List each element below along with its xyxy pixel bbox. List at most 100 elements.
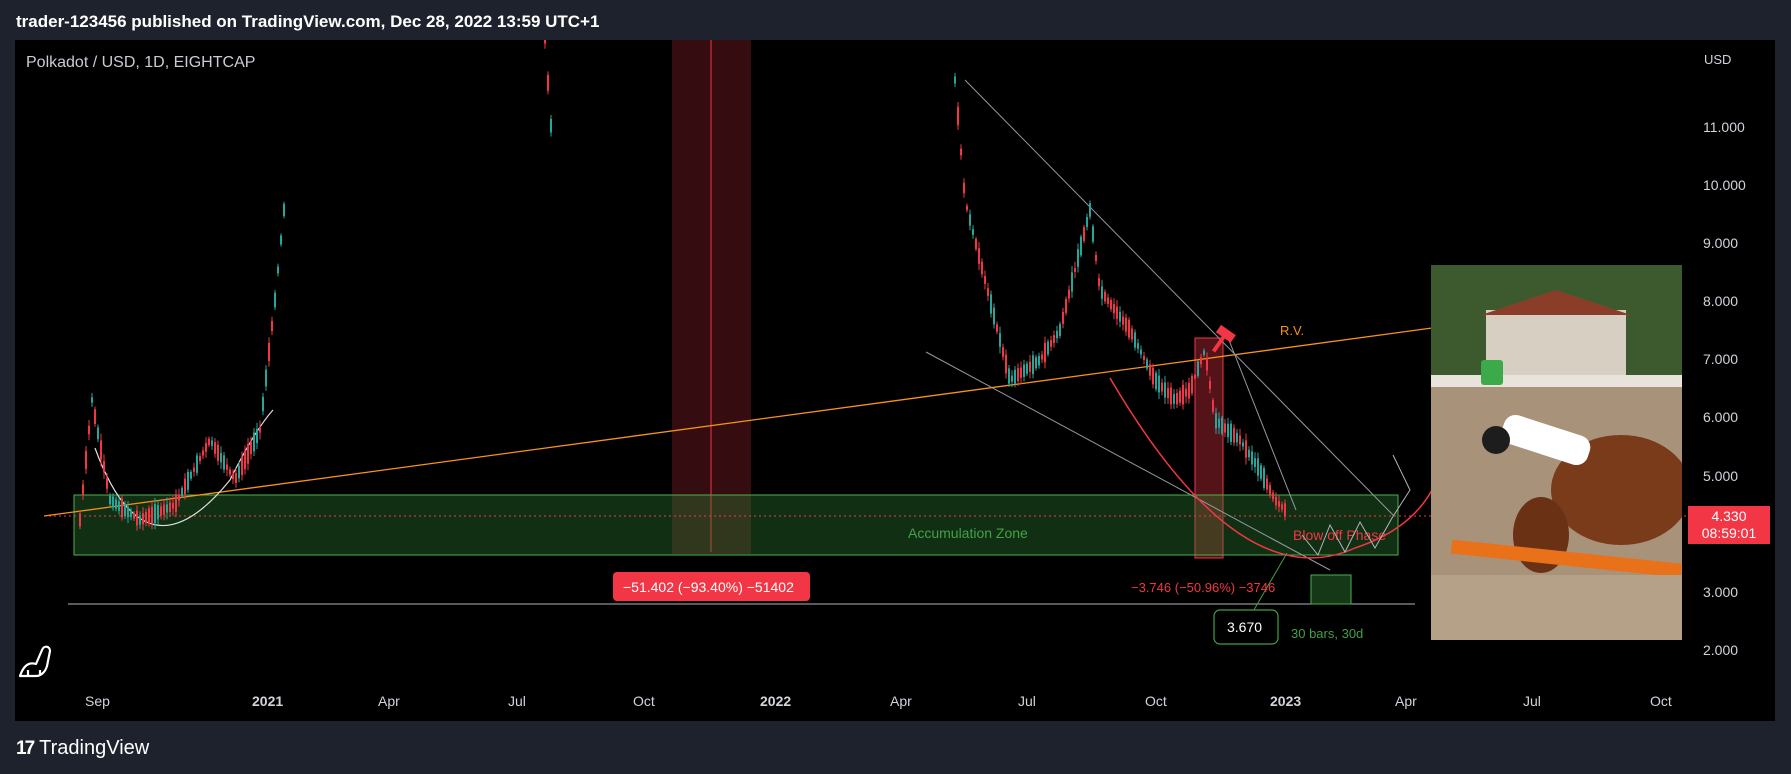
candle-body [1089,203,1091,217]
candle-body [1257,458,1259,476]
candle-body [1017,368,1019,382]
candle-body [1002,347,1004,357]
candle-body [1092,226,1094,242]
candle-body [987,288,989,296]
candle-body [990,294,992,314]
candle-body [109,495,111,505]
candle-body [91,397,93,403]
price-tick-label: 10.000 [1703,177,1746,193]
candle-body [256,428,258,444]
time-tick-label: 2023 [1270,693,1301,709]
candle-body [1176,393,1178,405]
bars-label: 30 bars, 30d [1291,626,1363,641]
candle-body [271,321,273,331]
candle-body [1014,369,1016,384]
current-price-countdown: 08:59:01 [1701,525,1757,541]
candle-body [208,438,210,446]
candle-body [118,501,120,511]
candle-body [1122,316,1124,325]
candle-body [1149,364,1151,376]
candle-body [238,465,240,479]
candle-body [978,248,980,264]
candle-body [1128,319,1130,338]
time-tick-label: Oct [633,693,655,709]
candle-body [1032,355,1034,375]
candle-body [1062,312,1064,324]
candle-body [1203,350,1205,355]
candle-body [274,292,276,308]
candle-body [259,427,261,433]
candle-body [1125,317,1127,332]
candle-body [1104,291,1106,302]
candle-body [972,229,974,235]
time-tick-label: 2021 [252,693,283,709]
candle-body [1278,501,1280,507]
candle-body [205,443,207,452]
candle-body [106,477,108,489]
candle-body [139,515,141,525]
footer-brand[interactable]: 17 TradingView [16,737,149,760]
projection-path [1301,454,1411,556]
candle-body [226,464,228,470]
candle-body [112,496,114,508]
price-tick-label: 2.000 [1703,642,1738,658]
rounded-bottom-curve [1109,377,1433,559]
wedge-lower [925,351,1331,571]
candle-body [1221,417,1223,434]
candle-body [241,456,243,476]
candle-body [184,478,186,495]
measure-zone-small [1194,337,1224,559]
price-tick-label: 8.000 [1703,293,1738,309]
candle-body [148,508,150,525]
candle-body [187,471,189,490]
candle-body [1110,300,1112,310]
candle-body [1023,364,1025,377]
candle-body [1152,367,1154,385]
candle-body [1134,332,1136,348]
candle-body [1170,387,1172,405]
candle-body [124,504,126,516]
candle-body [1095,255,1097,261]
time-tick-label: Oct [1145,693,1167,709]
candle-body [193,467,195,472]
hammer-icon [1211,324,1236,353]
measure-small-label: −3.746 (−50.96%) −3746 [1131,580,1275,595]
candle-body [1233,427,1235,443]
candle-body [79,513,81,527]
candle-body [1029,361,1031,372]
candle-body [172,503,174,509]
blow-off-label: Blow off Phase [1293,527,1386,543]
candle-body [1074,267,1076,273]
candle-body [1242,442,1244,447]
candle-body [151,506,153,523]
candle-body [1245,440,1247,458]
candle-body [550,118,552,133]
candle-body [960,148,962,156]
candle-body [253,432,255,452]
candle-body [1218,418,1220,428]
candle-body [214,442,216,454]
measure-big-label: −51.402 (−93.40%) −51402 [623,579,794,595]
target-box [1310,574,1352,605]
candle-body [1236,432,1238,443]
accumulation-zone [73,494,1399,556]
candle-body [996,324,998,332]
candle-body [265,369,267,387]
candle-body [1047,341,1049,355]
candle-body [1083,227,1085,241]
dino-icon [18,645,52,678]
candle-body [178,494,180,501]
candle-body [1239,435,1241,445]
candle-body [1254,458,1256,467]
price-chart[interactable]: Accumulation Zone R.V. Blow off Phase 3.… [15,40,1775,721]
candle-body [169,502,171,513]
candle-body [1116,306,1118,319]
candle-body [1215,413,1217,429]
candle-body [115,499,117,509]
candle-body [1143,355,1145,361]
candle-body [1011,375,1013,382]
candle-body [142,513,144,525]
candle-body [1044,342,1046,363]
candle-body [1077,249,1079,267]
time-tick-label: Jul [1523,693,1541,709]
